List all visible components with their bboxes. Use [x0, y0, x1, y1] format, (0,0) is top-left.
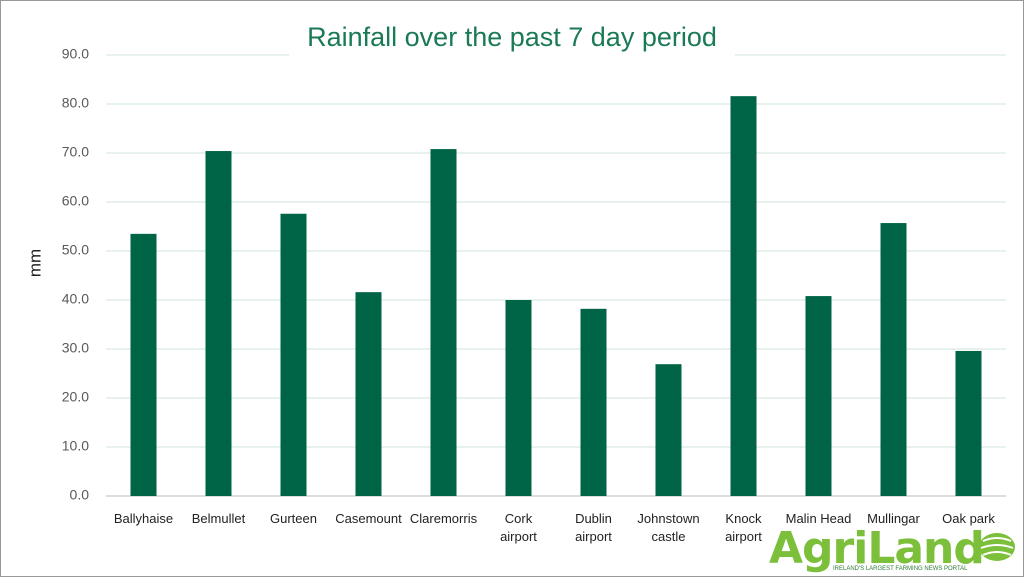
bar	[205, 151, 232, 497]
chart-title: Rainfall over the past 7 day period	[307, 22, 717, 52]
x-tick-label: Knock airport	[725, 511, 762, 544]
x-tick-label: Cork airport	[500, 511, 537, 544]
title-background	[289, 17, 735, 59]
y-tick-label: 80.0	[62, 95, 89, 111]
x-tick-label: Oak park	[942, 511, 995, 526]
y-axis-label: mm	[25, 249, 44, 277]
x-tick-label: Ballyhaise	[113, 511, 174, 526]
x-tick-label: Mullingar	[867, 511, 920, 526]
x-tick-label: Belmullet	[191, 511, 246, 526]
x-tick-label: Claremorris	[409, 511, 478, 526]
bar	[130, 233, 157, 496]
y-tick-label: 20.0	[62, 389, 89, 405]
x-tick-label: Gurteen	[270, 511, 317, 526]
bar	[580, 308, 607, 496]
y-tick-label: 40.0	[62, 291, 89, 307]
bar	[880, 223, 907, 496]
bar	[730, 96, 757, 496]
bar	[655, 364, 682, 496]
bar	[505, 300, 532, 496]
bar	[280, 213, 307, 496]
bar	[955, 350, 982, 496]
y-tick-label: 0.0	[70, 487, 90, 503]
x-tick-label: Malin Head	[785, 511, 852, 526]
bar	[430, 149, 457, 496]
y-tick-label: 90.0	[62, 46, 89, 62]
y-tick-label: 60.0	[62, 193, 89, 209]
y-tick-label: 50.0	[62, 242, 89, 258]
logo: AgriLand	[769, 523, 985, 574]
bar	[805, 296, 832, 496]
logo-tagline: IRELAND'S LARGEST FARMING NEWS PORTAL	[833, 566, 968, 572]
x-tick-label: Dublin airport	[575, 511, 612, 544]
x-tick-label: Johnstown castle	[637, 511, 700, 544]
y-tick-label: 10.0	[62, 438, 89, 454]
bar	[355, 292, 382, 496]
y-tick-label: 30.0	[62, 340, 89, 356]
y-tick-label: 70.0	[62, 144, 89, 160]
x-tick-label: Casemount	[335, 511, 402, 526]
